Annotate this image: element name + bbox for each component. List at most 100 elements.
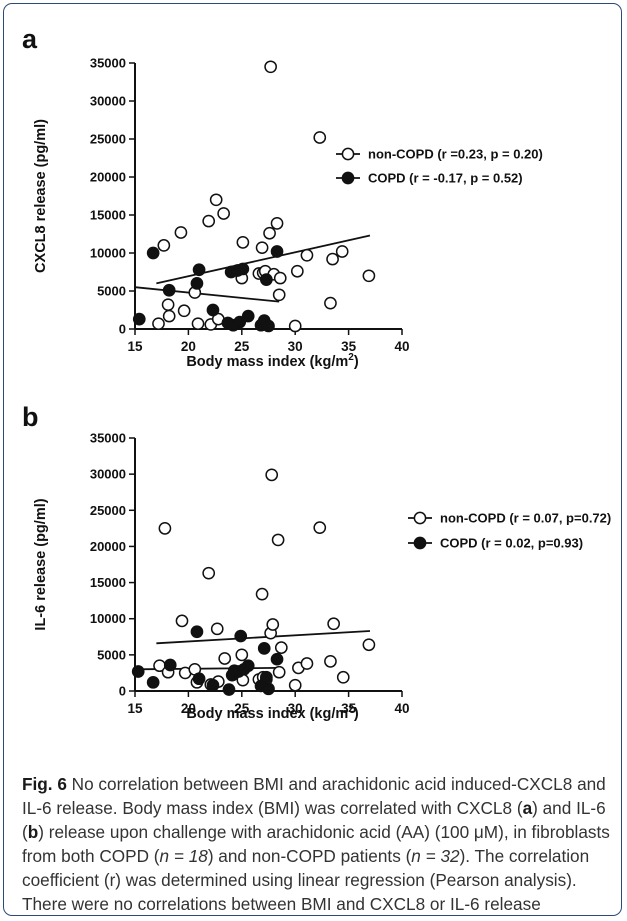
non-copd-point bbox=[218, 652, 232, 665]
caption-title: No correlation between BMI and arachidon… bbox=[22, 774, 606, 818]
non-copd-point bbox=[191, 317, 205, 331]
non-copd-point bbox=[235, 648, 249, 662]
y-tick-label: 25000 bbox=[90, 503, 126, 518]
non-copd-point bbox=[152, 317, 165, 331]
non-copd-point bbox=[162, 309, 176, 323]
copd-point bbox=[234, 629, 248, 643]
non-copd-point bbox=[174, 226, 188, 239]
caption-ref-a: a bbox=[522, 798, 533, 818]
legend-label: COPD (r = 0.02, p=0.93) bbox=[440, 536, 583, 551]
copd-point bbox=[260, 273, 273, 286]
caption-body-5: ). The correlation coefficient (r) was d… bbox=[22, 846, 590, 914]
non-copd-point bbox=[336, 670, 350, 684]
x-tick-label: 35 bbox=[341, 339, 357, 354]
y-tick-label: 30000 bbox=[90, 467, 126, 482]
caption-n-copd: n = 18 bbox=[159, 846, 208, 866]
y-tick-label: 10000 bbox=[90, 246, 126, 261]
non-copd-point bbox=[300, 657, 314, 670]
copd-point bbox=[192, 263, 206, 277]
y-axis-title: IL-6 release (pg/ml) bbox=[33, 498, 49, 630]
y-tick-label: 15000 bbox=[90, 575, 126, 590]
copd-point bbox=[206, 303, 220, 317]
y-axis-title: CXCL8 release (pg/ml) bbox=[33, 119, 49, 273]
non-copd-point bbox=[266, 618, 280, 631]
non-copd-point bbox=[290, 264, 304, 278]
caption-body-4: ) and non-COPD patients ( bbox=[207, 846, 412, 866]
copd-point bbox=[162, 283, 176, 297]
x-axis-title: Body mass index (kg/m2) bbox=[186, 352, 359, 370]
copd-point bbox=[262, 319, 275, 333]
figure-charts: a 0 5000 10000 15000 20000 25000 30000 35000 15 20… bbox=[22, 24, 611, 722]
caption-body-1: Body mass index (BMI) was correlated wit… bbox=[122, 798, 523, 818]
non-copd-point bbox=[236, 236, 250, 249]
y-tick-label: 15000 bbox=[90, 208, 126, 223]
legend-label: non-COPD (r = 0.07, p=0.72) bbox=[440, 511, 611, 526]
y-tick-label: 25000 bbox=[90, 132, 126, 147]
x-tick-label: 25 bbox=[234, 701, 250, 716]
non-copd-point bbox=[210, 622, 224, 636]
non-copd-point bbox=[326, 252, 339, 266]
x-tick-label: 30 bbox=[288, 339, 303, 354]
caption-ref-b: b bbox=[27, 822, 39, 842]
x-tick-label: 40 bbox=[394, 339, 409, 354]
non-copd-point bbox=[255, 587, 269, 601]
non-copd-point bbox=[264, 60, 277, 74]
non-copd-point bbox=[362, 638, 376, 652]
copd-point bbox=[270, 245, 284, 258]
y-tick-label: 30000 bbox=[90, 94, 126, 109]
x-tick-label: 15 bbox=[127, 339, 143, 354]
panel-label: a bbox=[22, 24, 38, 54]
y-tick-label: 0 bbox=[119, 322, 126, 337]
non-copd-point bbox=[270, 217, 284, 230]
copd-point bbox=[146, 675, 160, 689]
x-tick-label: 35 bbox=[341, 701, 357, 716]
caption-fig-label: Fig. 6 bbox=[22, 774, 67, 794]
non-copd-point bbox=[265, 468, 279, 482]
non-copd-point bbox=[362, 269, 376, 283]
non-copd-point bbox=[272, 288, 286, 302]
non-copd-point bbox=[217, 207, 230, 220]
legend-marker bbox=[341, 171, 355, 185]
chart-panel-a: a 0 5000 10000 15000 20000 25000 30000 35000 15 20… bbox=[22, 24, 543, 370]
x-axis-title: Body mass index (kg/m2) bbox=[186, 704, 359, 722]
copd-point bbox=[163, 658, 177, 672]
legend-marker bbox=[413, 511, 427, 525]
y-tick-label: 10000 bbox=[90, 611, 126, 626]
non-copd-point bbox=[324, 655, 337, 668]
copd-point bbox=[146, 246, 160, 260]
copd-point bbox=[222, 683, 236, 696]
copd-point bbox=[206, 678, 220, 692]
non-copd-point bbox=[313, 131, 327, 144]
figure-caption: Fig. 6 No correlation between BMI and ar… bbox=[22, 772, 612, 916]
y-tick-label: 20000 bbox=[90, 539, 126, 554]
y-tick-label: 35000 bbox=[90, 56, 126, 71]
copd-point bbox=[192, 672, 206, 686]
x-tick-label: 20 bbox=[181, 339, 196, 354]
y-tick-label: 0 bbox=[119, 684, 126, 699]
caption-n-noncopd: n = 32 bbox=[411, 846, 460, 866]
non-copd-point bbox=[157, 239, 171, 252]
y-tick-label: 5000 bbox=[97, 647, 126, 662]
copd-point bbox=[190, 277, 204, 290]
non-copd-point bbox=[288, 678, 302, 692]
caption-body-2: ) and IL-6 ( bbox=[22, 798, 606, 842]
non-copd-point bbox=[324, 296, 337, 310]
non-copd-point bbox=[161, 298, 175, 312]
panel-label: b bbox=[22, 402, 39, 432]
x-tick-label: 40 bbox=[394, 701, 409, 716]
non-copd-point bbox=[202, 214, 216, 228]
non-copd-point bbox=[202, 566, 216, 580]
non-copd-point bbox=[177, 304, 191, 318]
y-tick-label: 5000 bbox=[97, 284, 126, 299]
x-tick-label: 30 bbox=[288, 701, 303, 716]
non-copd-point bbox=[209, 193, 223, 207]
copd-point bbox=[257, 642, 271, 655]
non-copd-point bbox=[271, 533, 285, 547]
legend-marker bbox=[413, 536, 427, 550]
x-tick-label: 20 bbox=[181, 701, 196, 716]
non-copd-point bbox=[158, 522, 172, 535]
non-copd-point bbox=[255, 241, 269, 255]
x-tick-label: 25 bbox=[234, 339, 250, 354]
non-copd-point bbox=[273, 271, 287, 285]
copd-point bbox=[233, 315, 247, 329]
